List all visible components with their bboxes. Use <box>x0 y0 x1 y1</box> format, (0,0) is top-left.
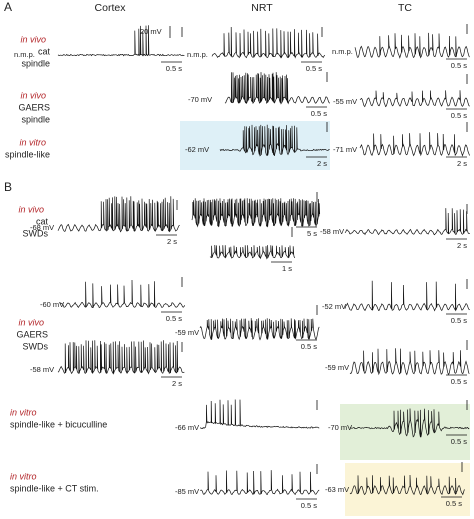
condition-label: spindle-like <box>5 149 50 159</box>
condition-prep: in vivo <box>18 204 44 214</box>
membrane-potential: -62 mV <box>185 145 209 154</box>
column-header: Cortex <box>95 2 127 14</box>
trace <box>224 72 331 105</box>
trace <box>199 399 320 429</box>
time-scale: 0.5 s <box>166 64 183 73</box>
trace <box>57 25 185 57</box>
time-scale: 2 s <box>172 379 182 388</box>
trace <box>57 196 180 233</box>
trace <box>211 26 326 59</box>
panel-label: B <box>4 180 12 194</box>
membrane-potential: -85 mV <box>175 487 199 496</box>
time-scale: 0.5 s <box>301 342 318 351</box>
time-scale: 0.5 s <box>446 499 463 508</box>
membrane-potential: n.m.p. <box>332 47 353 56</box>
trace <box>344 280 470 312</box>
condition-label: spindle <box>21 58 50 68</box>
time-scale: 0.5 s <box>451 437 468 446</box>
time-scale: 0.5 s <box>311 109 328 118</box>
trace <box>219 124 330 157</box>
condition-label: SWDs <box>23 228 49 238</box>
trace <box>349 474 465 496</box>
membrane-potential: -58 mV <box>30 365 54 374</box>
trace <box>191 198 321 228</box>
membrane-potential: -52 mV <box>322 302 346 311</box>
condition-prep: in vitro <box>10 407 37 417</box>
time-scale: 2 s <box>317 159 327 168</box>
condition-label: SWDs <box>23 341 49 351</box>
time-scale: 0.5 s <box>451 111 468 120</box>
condition-prep: in vitro <box>10 471 37 481</box>
membrane-potential: -55 mV <box>333 97 357 106</box>
amplitude-scale: 20 mV <box>140 27 162 36</box>
highlight-box <box>340 404 470 460</box>
time-scale: 2 s <box>167 237 177 246</box>
trace <box>199 318 320 341</box>
time-scale: 0.5 s <box>301 501 318 510</box>
time-scale: 2 s <box>457 241 467 250</box>
condition-label: spindle-like + CT stim. <box>10 483 99 493</box>
trace <box>354 32 470 59</box>
membrane-potential: -60 mV <box>40 300 64 309</box>
trace <box>199 470 320 496</box>
condition-prep: in vivo <box>20 90 46 100</box>
condition-label: cat <box>38 46 51 56</box>
trace <box>57 340 185 375</box>
membrane-potential: n.m.p. <box>14 50 35 59</box>
trace <box>344 208 470 236</box>
membrane-potential: -59 mV <box>175 328 199 337</box>
time-scale: 0.5 s <box>451 61 468 70</box>
time-scale: 2 s <box>457 159 467 168</box>
membrane-potential: -66 mV <box>175 423 199 432</box>
membrane-potential: -71 mV <box>333 145 357 154</box>
time-scale: 0.5 s <box>451 377 468 386</box>
time-scale: 0.5 s <box>451 316 468 325</box>
time-scale: 0.5 s <box>166 314 183 323</box>
condition-prep: in vitro <box>19 137 46 147</box>
condition-label: spindle-like + bicuculline <box>10 419 107 429</box>
condition-label: cat <box>36 216 49 226</box>
trace <box>349 348 470 376</box>
time-scale: 1 s <box>282 264 292 273</box>
condition-label: GAERS <box>16 329 48 339</box>
condition-label: GAERS <box>18 102 50 112</box>
column-header: TC <box>398 2 412 14</box>
trace <box>209 244 296 260</box>
column-header: NRT <box>251 2 273 14</box>
membrane-potential: -58 mV <box>320 227 344 236</box>
condition-prep: in vivo <box>18 317 44 327</box>
membrane-potential: -63 mV <box>325 485 349 494</box>
trace <box>359 90 470 108</box>
membrane-potential: -68 mV <box>30 223 54 232</box>
membrane-potential: -59 mV <box>325 363 349 372</box>
membrane-potential: -70 mV <box>328 423 352 432</box>
condition-prep: in vivo <box>20 34 46 44</box>
membrane-potential: n.m.p. <box>187 50 208 59</box>
time-scale: 0.5 s <box>306 64 323 73</box>
membrane-potential: -70 mV <box>188 95 212 104</box>
panel-label: A <box>4 0 12 14</box>
condition-label: spindle <box>21 114 50 124</box>
time-scale: 5 s <box>307 229 317 238</box>
highlight-box <box>345 463 470 516</box>
trace <box>59 279 186 309</box>
trace <box>359 132 470 157</box>
trace <box>349 408 470 438</box>
